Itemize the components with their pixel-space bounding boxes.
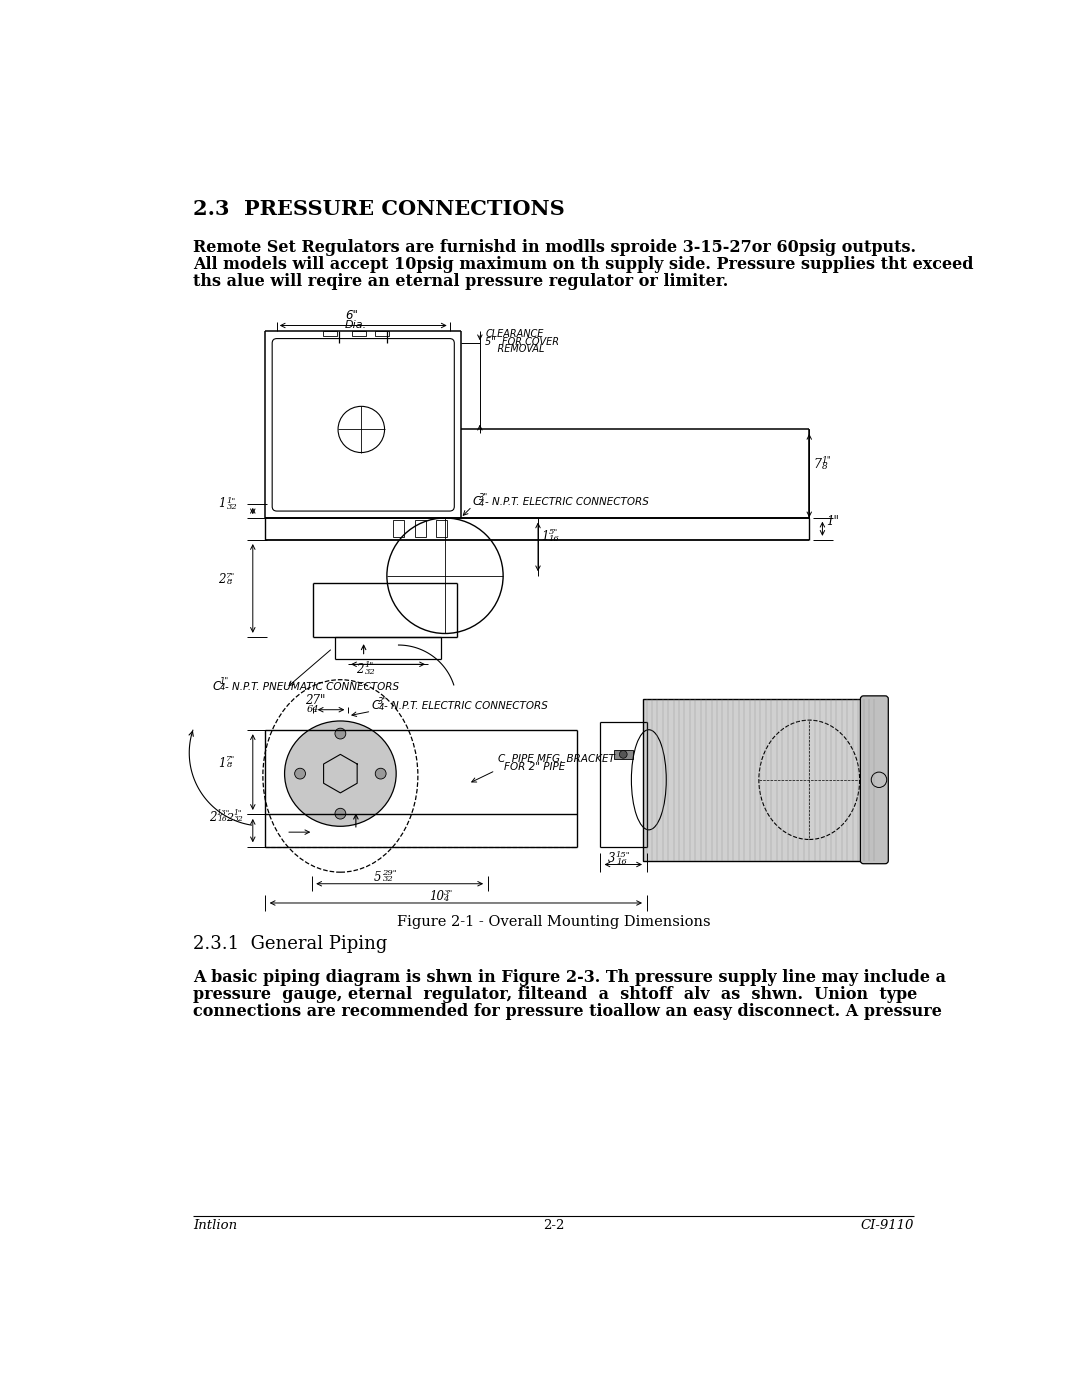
Text: C: C — [472, 495, 481, 509]
Text: 1": 1" — [822, 455, 832, 465]
Text: 3": 3" — [444, 888, 453, 897]
Text: FOR 2" PIPE: FOR 2" PIPE — [504, 761, 565, 771]
Text: Figure 2-1 - Overall Mounting Dimensions: Figure 2-1 - Overall Mounting Dimensions — [396, 915, 711, 929]
Text: 32: 32 — [364, 668, 375, 676]
Circle shape — [375, 768, 387, 780]
Text: All models will accept 10psig maximum on th supply side. Pressure supplies tht e: All models will accept 10psig maximum on… — [193, 256, 974, 274]
Text: - N.P.T. ELECTRIC CONNECTORS: - N.P.T. ELECTRIC CONNECTORS — [485, 497, 648, 507]
Text: 1: 1 — [541, 531, 549, 543]
Circle shape — [335, 728, 346, 739]
Text: - N.P.T. PNEUMATIC CONNECTORS: - N.P.T. PNEUMATIC CONNECTORS — [225, 682, 399, 692]
Text: 3": 3" — [378, 697, 388, 705]
Text: 1": 1" — [219, 678, 229, 686]
Text: C  PIPE MFG. BRACKET: C PIPE MFG. BRACKET — [498, 754, 615, 764]
Text: pressure  gauge, eternal  regulator, filteand  a  shtoff  alv  as  shwn.  Union : pressure gauge, eternal regulator, filte… — [193, 986, 917, 1003]
Circle shape — [295, 768, 306, 780]
Text: 7": 7" — [227, 571, 235, 580]
Text: 1": 1" — [826, 515, 839, 528]
Text: - N.P.T. ELECTRIC CONNECTORS: - N.P.T. ELECTRIC CONNECTORS — [383, 701, 548, 711]
Text: 8: 8 — [227, 578, 232, 587]
Text: 6": 6" — [346, 309, 359, 323]
Text: 7": 7" — [227, 756, 235, 763]
Text: 32: 32 — [233, 816, 243, 823]
Text: 4: 4 — [219, 683, 225, 693]
Text: 5: 5 — [374, 870, 381, 884]
Text: 64: 64 — [307, 705, 320, 714]
Text: 10: 10 — [430, 890, 445, 902]
Text: 2: 2 — [208, 810, 216, 824]
Circle shape — [335, 809, 346, 819]
Text: 5"  FOR COVER: 5" FOR COVER — [485, 337, 559, 346]
Text: 3: 3 — [608, 852, 616, 865]
Text: CI-9110: CI-9110 — [861, 1218, 914, 1232]
Text: REMOVAL: REMOVAL — [485, 345, 544, 355]
Text: Intlion: Intlion — [193, 1218, 238, 1232]
Text: 2-2: 2-2 — [543, 1218, 564, 1232]
Text: 1": 1" — [233, 809, 242, 817]
Text: 1: 1 — [218, 497, 226, 510]
Text: Remote Set Regulators are furnishd in modlls sproide 3-15-27or 60psig outputs.: Remote Set Regulators are furnishd in mo… — [193, 239, 916, 256]
Text: ths alue will reqire an eternal pressure regulator or limiter.: ths alue will reqire an eternal pressure… — [193, 274, 728, 291]
Text: 1: 1 — [218, 757, 226, 770]
Text: connections are recommended for pressure tioallow an easy disconnect. A pressure: connections are recommended for pressure… — [193, 1003, 942, 1020]
Text: CLEARANCE: CLEARANCE — [485, 330, 543, 339]
Text: 16: 16 — [217, 816, 227, 823]
Text: 1": 1" — [227, 496, 235, 504]
Text: C: C — [372, 698, 380, 712]
Circle shape — [619, 750, 627, 759]
Text: 1": 1" — [364, 661, 374, 669]
Bar — [323, 331, 337, 337]
Text: A basic piping diagram is shwn in Figure 2-3. Th pressure supply line may includ: A basic piping diagram is shwn in Figure… — [193, 970, 946, 986]
Text: 4: 4 — [480, 500, 485, 509]
Ellipse shape — [284, 721, 396, 826]
Text: 4: 4 — [378, 704, 383, 712]
Text: 3": 3" — [480, 493, 488, 502]
Bar — [643, 698, 879, 861]
Text: 8: 8 — [227, 761, 232, 770]
Text: 32: 32 — [383, 876, 394, 883]
FancyBboxPatch shape — [861, 696, 889, 863]
Text: 8: 8 — [822, 462, 827, 471]
Text: C: C — [213, 680, 220, 693]
Text: 4: 4 — [444, 895, 449, 904]
Text: 2.3  PRESSURE CONNECTIONS: 2.3 PRESSURE CONNECTIONS — [193, 200, 565, 219]
Text: 7: 7 — [814, 458, 822, 471]
Text: 2: 2 — [227, 813, 233, 823]
Text: 2: 2 — [356, 662, 363, 676]
Text: 32: 32 — [227, 503, 238, 511]
Text: 27": 27" — [306, 694, 326, 707]
Bar — [375, 331, 389, 337]
Text: 13": 13" — [216, 809, 230, 817]
Bar — [435, 520, 446, 538]
Bar — [393, 520, 404, 538]
Text: 2.3.1  General Piping: 2.3.1 General Piping — [193, 935, 388, 953]
Text: 29": 29" — [382, 869, 396, 877]
Text: 15": 15" — [616, 851, 630, 859]
Text: 2: 2 — [218, 573, 226, 587]
Bar — [415, 520, 426, 538]
Text: 16: 16 — [549, 535, 559, 543]
Text: Dia.: Dia. — [345, 320, 367, 330]
Bar — [613, 750, 633, 759]
Text: 5": 5" — [549, 528, 558, 536]
Bar — [352, 331, 366, 337]
Text: 16: 16 — [617, 858, 627, 866]
